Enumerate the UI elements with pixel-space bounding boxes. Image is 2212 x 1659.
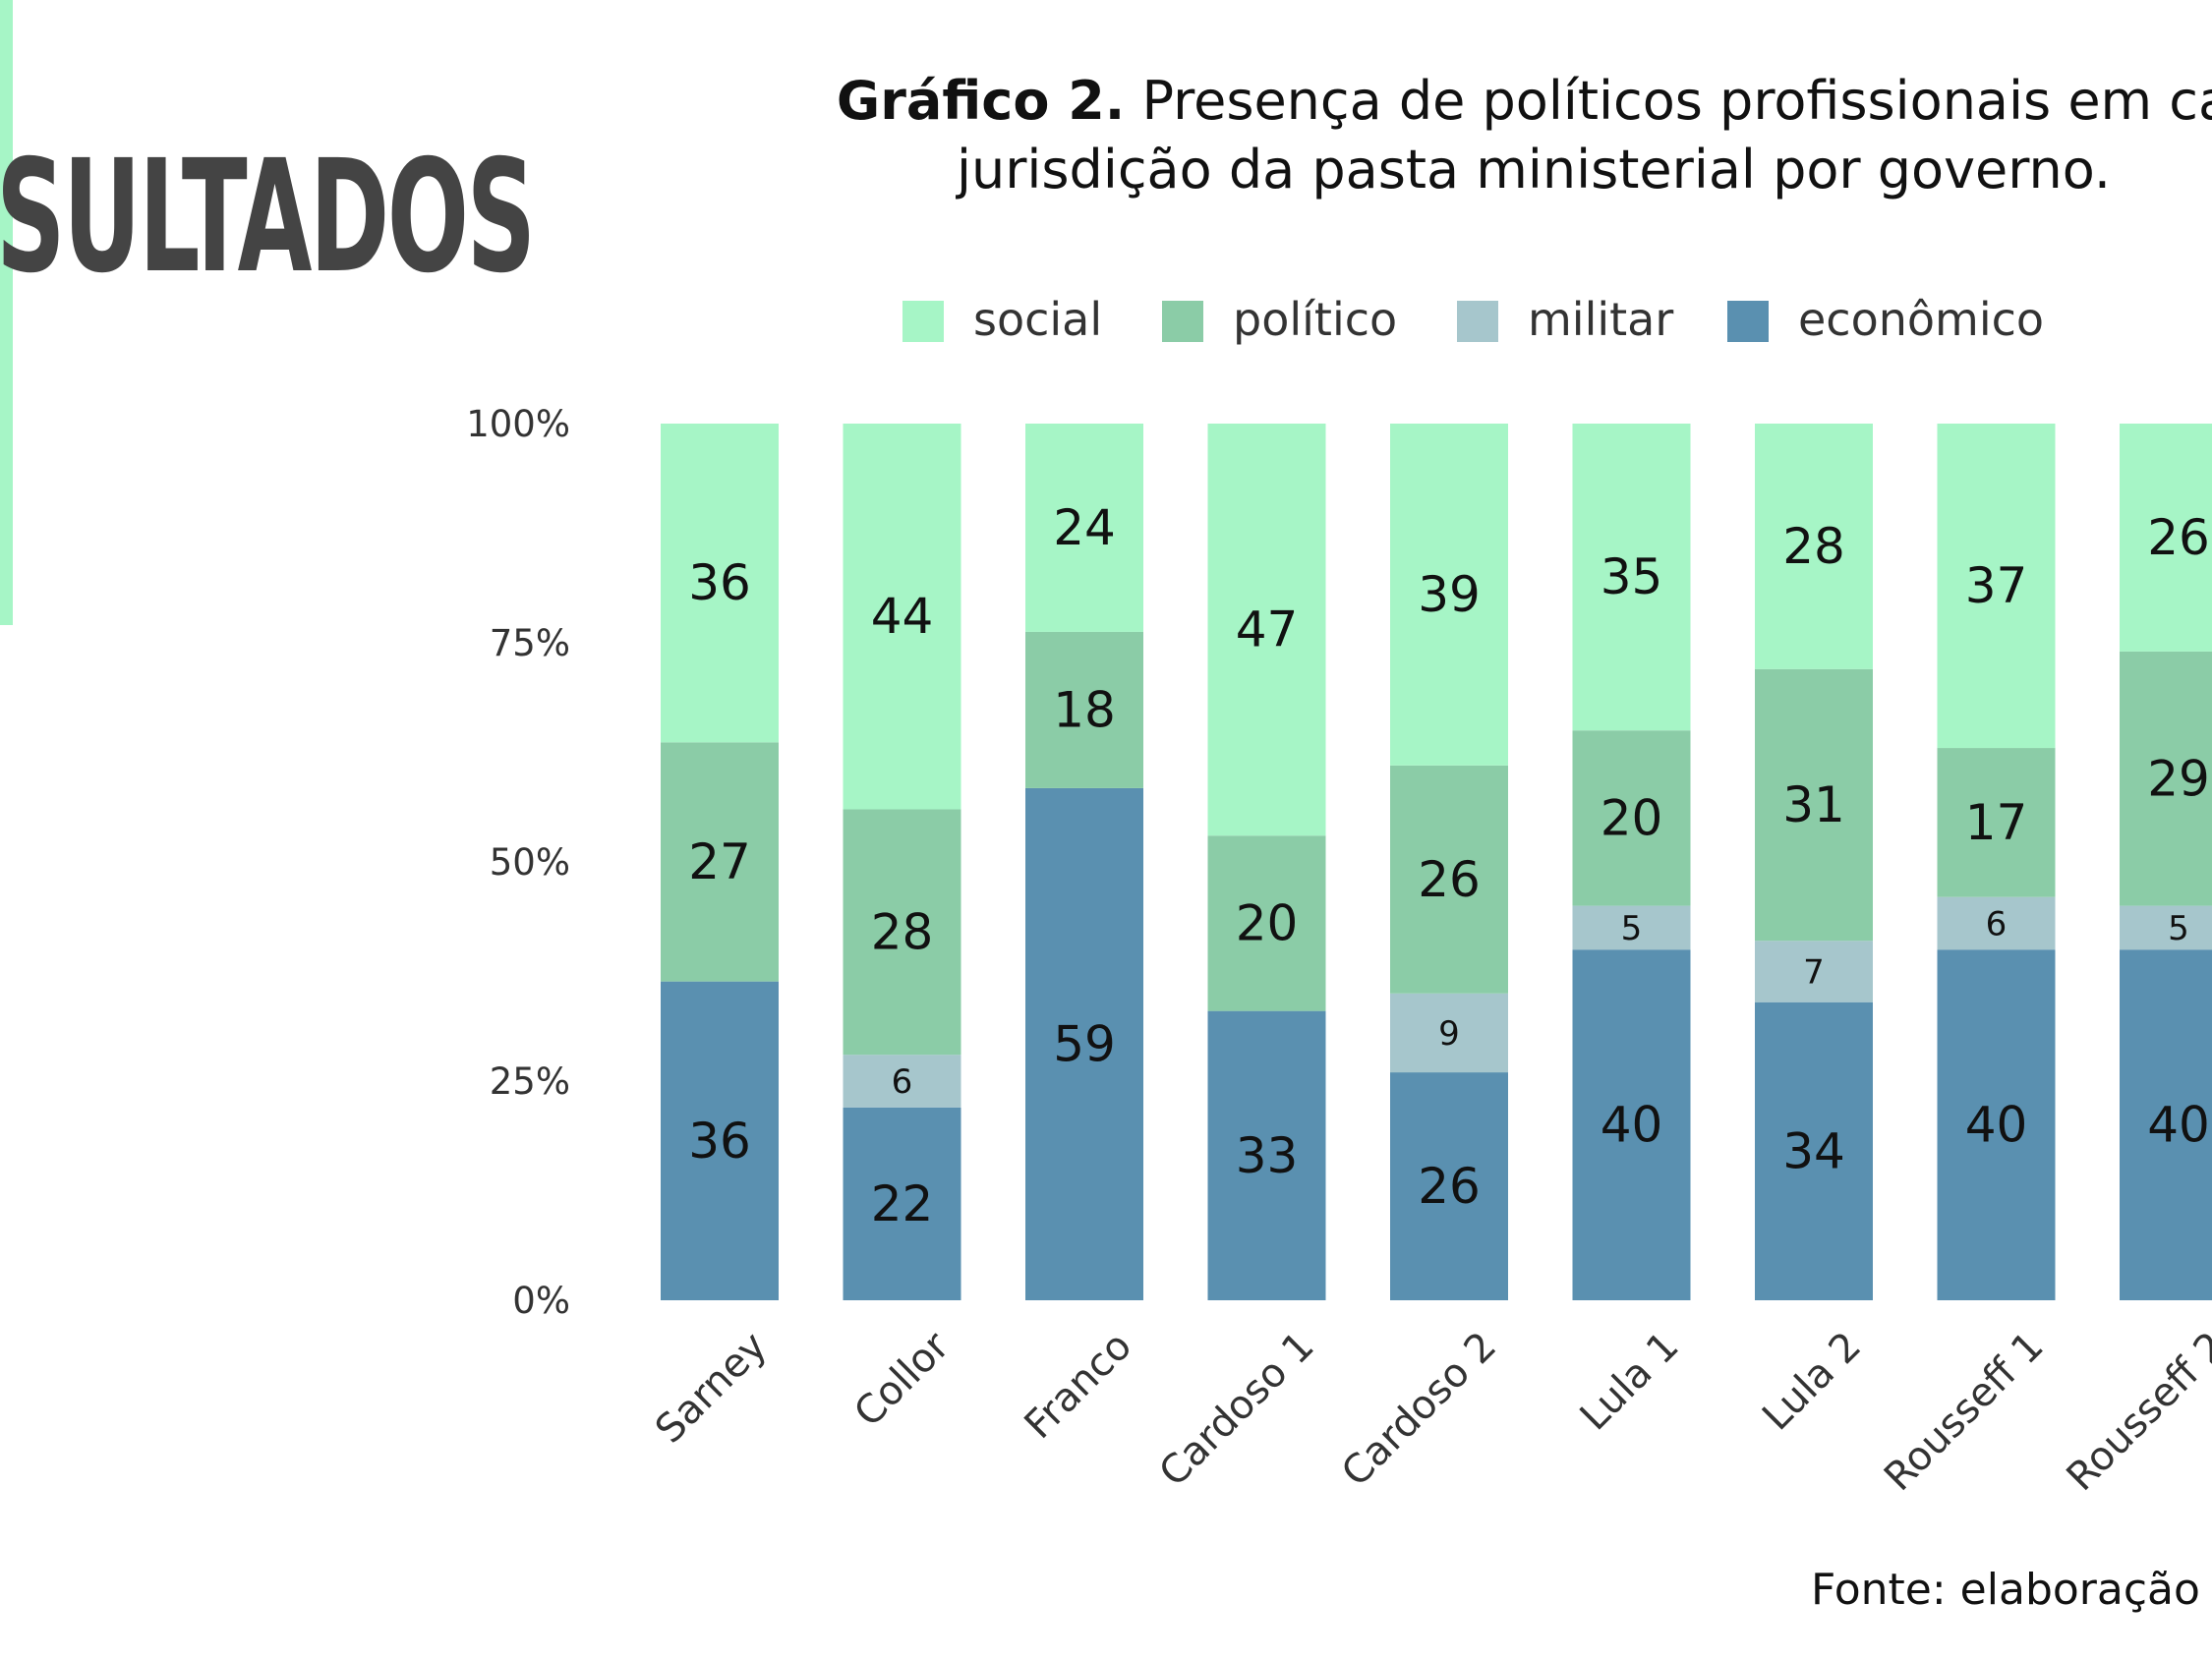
chart-title: Gráfico 2. Presença de políticos profiss… [551,67,2212,204]
bar-segment-social [843,424,961,810]
x-tick-label: Sarney [647,1324,776,1453]
bar-segment-politico [1390,765,1508,994]
data-label: 33 [1236,1127,1299,1184]
bar-segment-politico [661,742,779,982]
data-label: 26 [1418,851,1481,908]
bar-segment-social [1207,424,1326,836]
bar-segment-politico [1572,730,1691,906]
bar-segment-politico [1937,748,2056,897]
data-label: 44 [871,588,934,645]
data-label: 37 [1965,557,2028,614]
data-label: 39 [1418,566,1481,623]
data-label: 6 [1986,904,2008,944]
data-label: 26 [1418,1158,1481,1215]
bar-segment-militar [1390,993,1508,1073]
data-label: 47 [1236,601,1299,658]
data-label: 20 [1601,789,1663,846]
y-tick-label: 50% [490,841,570,884]
x-tick-label: Cardoso 1 [1151,1324,1323,1496]
data-label: 26 [2147,509,2210,566]
data-label: 7 [1803,953,1825,993]
x-tick-label: Rousseff 2 [2059,1324,2212,1500]
y-tick-label: 0% [512,1280,570,1322]
bar-segment-economico [2120,949,2212,1300]
bar-segment-militar [2120,905,2212,950]
x-tick-label: Lula 1 [1572,1324,1688,1440]
data-label: 27 [688,833,751,890]
bar-segment-militar [1572,905,1691,950]
bar-segment-politico [1755,668,1873,942]
data-label: 18 [1053,681,1116,738]
data-label: 35 [1601,548,1663,605]
bar-segment-economico [1937,949,2056,1300]
bar-segment-social [661,424,779,743]
bar-segment-economico [1025,787,1143,1300]
legend-swatch-politico [1162,301,1203,342]
bar-segment-politico [1207,835,1326,1011]
legend-label-social: social [973,293,1102,346]
bar-segment-economico [661,981,779,1300]
slide-heading: SULTADOS [0,127,536,308]
data-label: 17 [1965,794,2028,851]
bar-segment-politico [843,809,961,1056]
data-label: 6 [892,1062,913,1102]
x-tick-label: Lula 2 [1754,1324,1870,1440]
data-label: 20 [1236,894,1299,951]
legend-swatch-militar [1457,301,1498,342]
bar-segment-economico [1755,1001,1873,1300]
bar-segment-social [1390,424,1508,766]
source-note: Fonte: elaboração [1811,1565,2200,1615]
legend-label-economico: econômico [1798,293,2044,346]
data-label: 5 [2168,909,2189,948]
bar-segment-economico [1572,949,1691,1300]
bar-segment-social [1937,424,2056,749]
bar-segment-social [2120,424,2212,652]
data-label: 36 [688,1113,751,1170]
legend-label-politico: político [1233,293,1397,346]
data-label: 28 [871,903,934,960]
data-label: 36 [688,554,751,611]
legend-swatch-economico [1727,301,1769,342]
bar-segment-social [1025,424,1143,632]
bar-segment-social [1572,424,1691,731]
y-tick-label: 25% [490,1060,570,1103]
data-label: 24 [1053,499,1116,556]
bar-segment-economico [1390,1072,1508,1300]
y-tick-label: 75% [490,622,570,664]
data-label: 5 [1621,909,1643,948]
data-label: 40 [1965,1097,2028,1154]
bar-segment-militar [1937,896,2056,950]
chart-title-lead: Gráfico 2. [836,70,1126,132]
chart-title-line-1: Gráfico 2. Presença de políticos profiss… [551,67,2212,136]
bar-segment-economico [843,1107,961,1300]
x-tick-label: Collor [845,1323,959,1436]
accent-bar [0,0,13,625]
data-label: 40 [2147,1097,2210,1154]
data-label: 22 [871,1175,934,1232]
data-label: 9 [1438,1014,1460,1054]
x-tick-label: Franco [1017,1324,1140,1448]
bar-segment-economico [1207,1010,1326,1300]
data-label: 40 [1601,1097,1663,1154]
chart-title-line-2: jurisdição da pasta ministerial por gove… [956,139,2112,200]
bar-segment-militar [843,1055,961,1108]
data-label: 31 [1782,776,1845,833]
bar-segment-social [1755,424,1873,669]
legend-swatch-social [902,301,944,342]
chart-title-rest: Presença de políticos profissionais em c… [1125,70,2212,132]
bar-segment-politico [1025,631,1143,788]
data-label: 29 [2147,750,2210,807]
data-label: 28 [1782,518,1845,575]
x-tick-label: Cardoso 2 [1333,1324,1505,1496]
x-tick-label: Rousseff 1 [1876,1324,2052,1500]
y-tick-label: 100% [466,403,570,445]
data-label: 34 [1782,1122,1845,1179]
data-label: 59 [1053,1015,1116,1072]
bar-segment-politico [2120,651,2212,906]
bar-segment-militar [1755,941,1873,1002]
legend-label-militar: militar [1528,293,1673,346]
